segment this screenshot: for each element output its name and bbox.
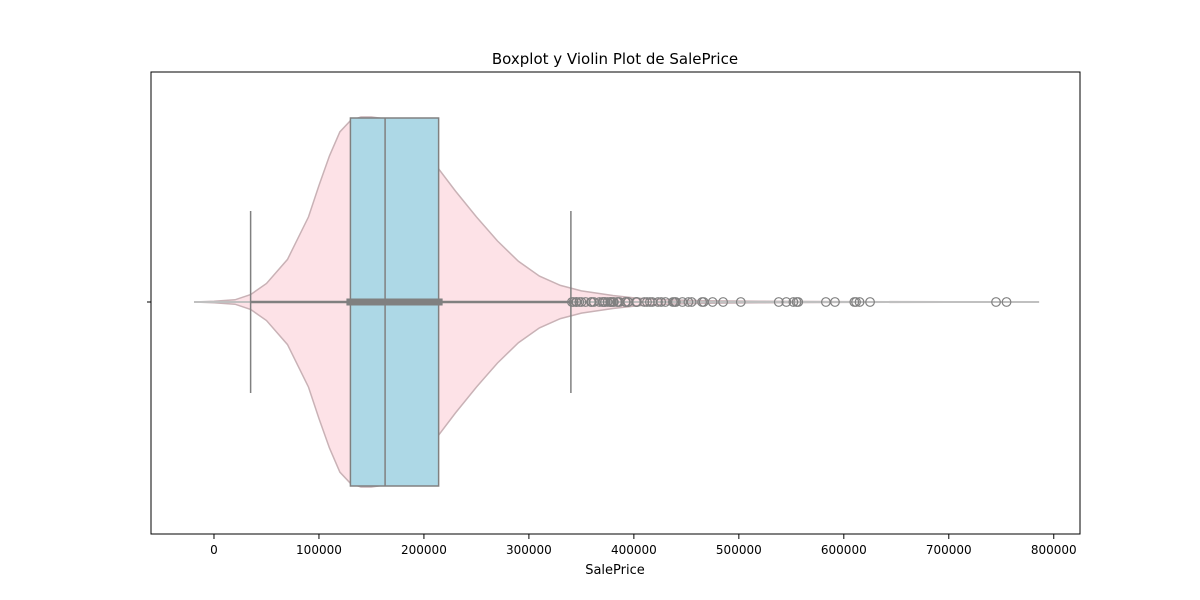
x-tick-label: 400000: [611, 543, 657, 557]
outlier-point: [865, 297, 875, 307]
outlier-point: [773, 297, 784, 307]
outlier-point: [735, 297, 746, 307]
outlier-point: [781, 297, 792, 307]
outlier-point: [632, 297, 642, 307]
x-tick-label: 100000: [296, 543, 342, 557]
outlier-point: [683, 297, 694, 307]
outlier-point: [670, 297, 681, 307]
x-tick-label: 800000: [1031, 543, 1077, 557]
outlier-point: [793, 297, 804, 307]
outlier-point: [991, 297, 1001, 307]
outlier-point: [602, 297, 613, 307]
violin-inner-box: [346, 298, 443, 306]
x-axis: 0 100000 200000 300000 400000 500000 600000 700…: [147, 301, 1077, 557]
outlier-point: [660, 297, 671, 307]
x-tick-label: 700000: [926, 543, 972, 557]
outlier-point: [642, 297, 652, 307]
outlier-point: [718, 297, 728, 307]
outlier-point: [609, 297, 619, 307]
outlier-point: [830, 297, 840, 307]
plot-area: [193, 116, 1040, 488]
x-tick-label: 300000: [506, 543, 552, 557]
x-tick-label: 600000: [821, 543, 867, 557]
outlier-point: [788, 297, 799, 307]
outlier-point: [686, 297, 697, 307]
outlier-point: [568, 297, 579, 307]
x-axis-label: SalePrice: [585, 563, 645, 578]
outlier-point: [851, 297, 861, 307]
outlier-point: [707, 297, 718, 307]
x-tick-label: 200000: [401, 543, 447, 557]
outlier-point: [576, 297, 587, 307]
plot-frame: [150, 71, 1081, 535]
outlier-point: [656, 297, 667, 307]
outlier-point: [854, 297, 865, 307]
x-tick-label: 0: [210, 543, 218, 557]
outlier-point: [653, 297, 663, 307]
chart-title: Boxplot y Violin Plot de SalePrice: [492, 50, 738, 68]
x-tick-label: 500000: [716, 543, 762, 557]
outlier-point: [1001, 297, 1012, 307]
outlier-point: [639, 297, 650, 307]
